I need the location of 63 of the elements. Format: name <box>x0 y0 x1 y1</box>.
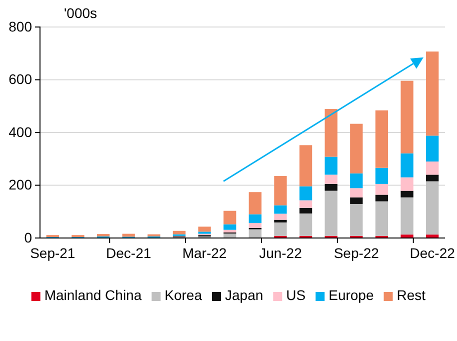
bar <box>350 188 363 198</box>
bar <box>324 174 338 184</box>
x-tick-label: Dec-21 <box>106 244 152 261</box>
bar <box>324 109 338 157</box>
bar <box>299 208 312 214</box>
x-tick-label: Sep-22 <box>334 244 380 261</box>
bar <box>350 173 363 188</box>
bar <box>248 214 262 223</box>
bar <box>324 190 338 236</box>
y-tick-label: 0 <box>24 229 32 246</box>
bar <box>248 229 262 238</box>
y-tick-label: 200 <box>8 176 32 193</box>
x-tick-label: Sep-21 <box>30 244 76 261</box>
bar <box>324 156 338 175</box>
bar <box>299 186 312 200</box>
x-tick-label: Jun-22 <box>259 244 302 261</box>
bar <box>224 224 236 230</box>
legend-label: Japan <box>224 287 264 303</box>
bar <box>274 220 287 222</box>
bar <box>274 176 287 206</box>
bar <box>172 230 186 234</box>
y-tick-label: 800 <box>8 18 32 34</box>
bar <box>400 153 414 178</box>
bar <box>248 192 262 214</box>
bar <box>375 110 388 168</box>
bar <box>350 124 363 174</box>
bar <box>426 136 439 162</box>
bar <box>350 204 363 236</box>
bar <box>375 194 388 202</box>
bar <box>426 52 439 136</box>
bar <box>274 214 287 220</box>
bar <box>299 200 312 208</box>
bar <box>426 181 439 235</box>
x-tick-label: Mar-22 <box>182 244 227 261</box>
bar <box>400 234 414 238</box>
y-axis-title: '000s <box>64 5 98 21</box>
legend-label: Europe <box>328 287 374 303</box>
x-tick-label: Dec-22 <box>410 244 456 261</box>
bar <box>299 145 312 186</box>
bar <box>375 168 388 184</box>
legend-label: Korea <box>164 287 202 303</box>
bar <box>224 230 236 232</box>
bar <box>324 184 338 191</box>
bar <box>248 222 262 228</box>
legend-label: US <box>286 287 306 303</box>
y-tick-label: 600 <box>8 71 32 88</box>
bar <box>274 205 287 214</box>
bar <box>274 222 287 236</box>
bar <box>426 162 439 175</box>
legend-label: Mainland China <box>44 287 142 303</box>
bar <box>375 201 388 236</box>
legend-label: Rest <box>396 287 426 303</box>
y-tick-label: 400 <box>8 124 32 140</box>
bar <box>400 197 414 235</box>
bar <box>224 210 236 224</box>
bar <box>400 190 414 198</box>
bar <box>299 213 312 236</box>
bar <box>400 177 414 191</box>
bar <box>350 197 363 204</box>
bar <box>198 226 211 232</box>
bar <box>426 174 439 182</box>
bar <box>375 184 388 195</box>
bar <box>400 80 414 154</box>
